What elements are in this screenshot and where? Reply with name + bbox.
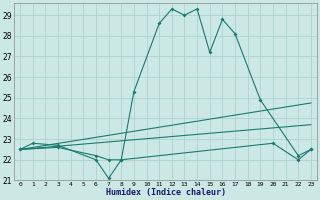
- X-axis label: Humidex (Indice chaleur): Humidex (Indice chaleur): [106, 188, 226, 197]
